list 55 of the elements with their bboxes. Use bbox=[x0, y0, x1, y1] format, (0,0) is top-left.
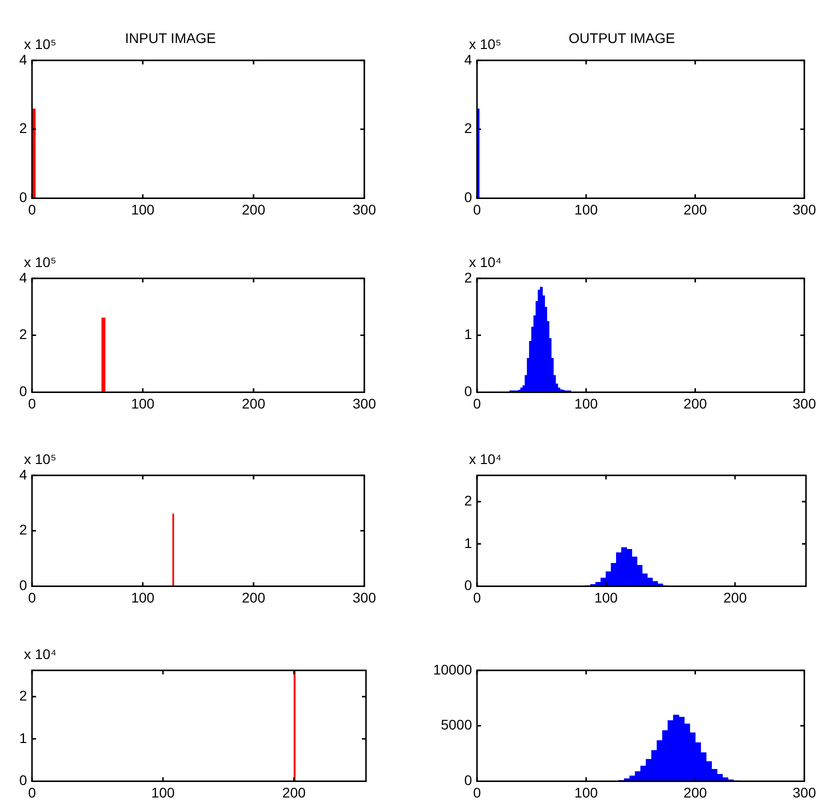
chart-title: INPUT IMAGE bbox=[125, 30, 216, 46]
y-tick-label: 1 bbox=[464, 534, 472, 551]
y-tick-label: 4 bbox=[464, 51, 472, 68]
y-tick-label: 1 bbox=[19, 730, 28, 746]
text: x 10⁴ bbox=[469, 254, 502, 270]
text: x 10⁵ bbox=[24, 36, 56, 52]
x-tick-label: 100 bbox=[574, 395, 598, 412]
y-tick-label: 5000 bbox=[440, 716, 472, 733]
y-tick-label: 0 bbox=[19, 577, 28, 594]
text: x 10⁴ bbox=[24, 646, 56, 662]
x-tick-label: 200 bbox=[723, 589, 747, 606]
x-tick-label: 200 bbox=[242, 395, 266, 412]
x-tick-label: 300 bbox=[352, 201, 376, 218]
x-tick-label: 100 bbox=[131, 589, 155, 606]
x-tick-label: 300 bbox=[792, 395, 816, 412]
x-tick-label: 200 bbox=[282, 784, 306, 800]
x-tick-label: 300 bbox=[792, 201, 816, 218]
y-tick-label: 2 bbox=[19, 522, 28, 538]
x-tick-label: 300 bbox=[352, 395, 376, 412]
text: x 10⁵ bbox=[469, 36, 502, 52]
y-tick-label: 0 bbox=[19, 772, 28, 788]
x-tick-label: 100 bbox=[574, 201, 598, 218]
text: x 10⁵ bbox=[24, 451, 56, 468]
y-tick-label: 0 bbox=[19, 189, 28, 206]
x-tick-label: 200 bbox=[242, 589, 266, 606]
y-tick-label: 0 bbox=[464, 772, 472, 788]
x-tick-label: 100 bbox=[151, 784, 175, 800]
x-tick-label: 100 bbox=[131, 395, 155, 412]
x-tick-label: 300 bbox=[792, 784, 816, 800]
y-tick-label: 4 bbox=[19, 466, 28, 482]
y-tick-label: 2 bbox=[19, 687, 28, 704]
y-tick-label: 0 bbox=[19, 383, 28, 400]
x-tick-label: 100 bbox=[594, 589, 618, 606]
y-tick-label: 4 bbox=[19, 269, 28, 286]
y-tick-label: 1 bbox=[464, 326, 472, 342]
text: x 10⁴ bbox=[469, 451, 502, 468]
x-tick-label: 300 bbox=[352, 589, 376, 606]
chart-title: OUTPUT IMAGE bbox=[568, 30, 675, 46]
y-tick-label: 0 bbox=[464, 383, 472, 400]
y-tick-label: 2 bbox=[464, 269, 472, 286]
x-tick-label: 100 bbox=[131, 201, 155, 218]
y-tick-label: 2 bbox=[464, 120, 472, 136]
x-tick-label: 200 bbox=[684, 395, 708, 412]
x-tick-label: 200 bbox=[242, 201, 266, 218]
text: x 10⁵ bbox=[24, 254, 56, 270]
y-tick-label: 2 bbox=[464, 492, 472, 508]
y-tick-label: 0 bbox=[464, 189, 472, 206]
y-tick-label: 2 bbox=[19, 326, 28, 342]
y-tick-label: 0 bbox=[464, 577, 472, 594]
x-tick-label: 200 bbox=[684, 201, 708, 218]
y-tick-label: 2 bbox=[19, 120, 28, 136]
x-tick-label: 100 bbox=[574, 784, 598, 800]
y-tick-label: 10000 bbox=[433, 661, 472, 678]
y-tick-label: 4 bbox=[19, 51, 28, 68]
x-tick-label: 200 bbox=[684, 784, 708, 800]
